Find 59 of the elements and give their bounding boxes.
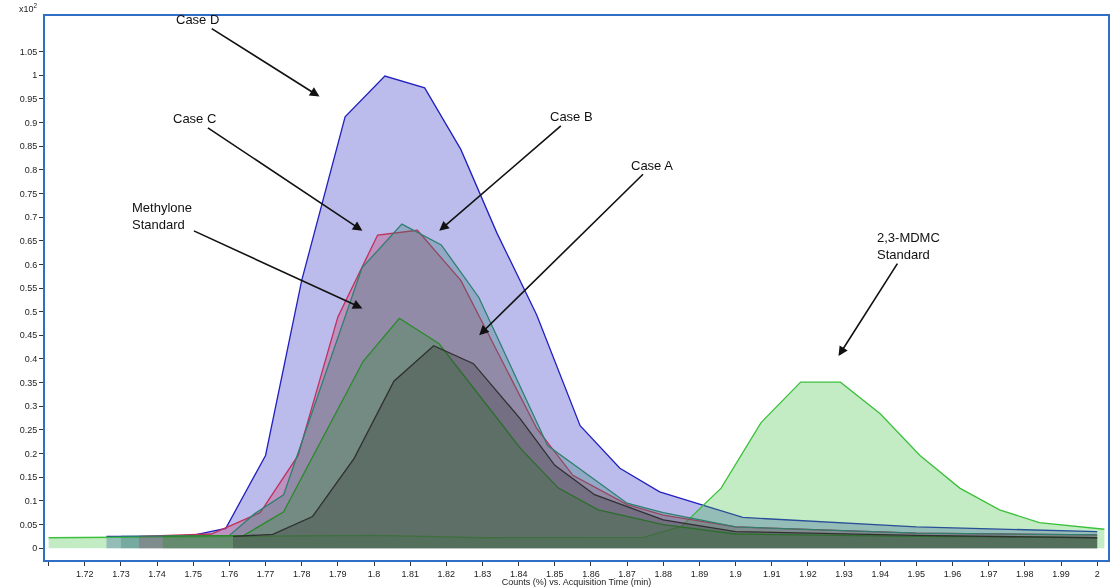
annotation: Case B <box>550 109 593 124</box>
y-tick-label: 0.15 <box>19 472 38 483</box>
x-tick-label: 1.82 <box>437 568 456 579</box>
annotation: Case A <box>631 158 674 173</box>
y-tick-label: 0.05 <box>19 519 38 530</box>
y-tick-label: 0.35 <box>19 377 38 388</box>
x-tick-label: 1.73 <box>112 568 130 579</box>
y-tick-label: 1.05 <box>19 46 38 57</box>
x-tick-label: 1.95 <box>907 568 926 579</box>
x-tick-label: 1.96 <box>943 568 962 579</box>
y-tick-label: 0.95 <box>19 93 38 104</box>
y-tick-label: 0.85 <box>19 141 38 152</box>
y-axis-title: x10$^{2}$ <box>19 2 38 14</box>
x-tick-label: 1.9 <box>729 568 742 579</box>
x-tick-label: 2 <box>1094 568 1100 579</box>
y-tick-label: 0.8 <box>24 164 38 175</box>
annotation: Case C <box>173 111 217 126</box>
x-tick-label: 1.85 <box>546 568 564 579</box>
annotation: Methylone Standard <box>132 200 192 232</box>
y-tick-label: 0.6 <box>24 259 38 270</box>
x-tick-label: 1.76 <box>220 568 239 579</box>
x-tick-label: 1.72 <box>76 568 94 579</box>
y-tick-label: 0.75 <box>19 188 38 199</box>
x-tick-label: 1.83 <box>473 568 492 579</box>
x-tick-label: 1.91 <box>762 568 781 579</box>
x-tick-label: 1.86 <box>582 568 600 579</box>
y-tick-label: 0.25 <box>19 425 38 436</box>
x-tick-label: 1.75 <box>184 568 203 579</box>
y-tick-label: 0.5 <box>24 306 38 317</box>
x-tick-label: 1.93 <box>835 568 853 579</box>
x-tick-label: 1.84 <box>509 568 528 579</box>
x-tick-label: 1.98 <box>1016 568 1034 579</box>
annotation: 2,3-MDMC Standard <box>877 230 940 262</box>
y-tick-label: 0.7 <box>24 212 38 223</box>
annotation: Case D <box>176 12 220 27</box>
x-tick-label: 1.79 <box>329 568 347 579</box>
y-tick-label: 0 <box>32 543 38 554</box>
x-tick-label: 1.78 <box>292 568 311 579</box>
y-tick-label: 0.9 <box>24 117 38 128</box>
y-tick-label: 1 <box>32 70 38 81</box>
y-tick-label: 0.45 <box>19 330 38 341</box>
x-tick-label: 1.77 <box>256 568 275 579</box>
x-tick-label: 1.87 <box>618 568 636 579</box>
x-tick-label: 1.8 <box>367 568 381 579</box>
x-axis-title: Counts (%) vs. Acquisition Time (min) <box>501 577 652 587</box>
x-tick-label: 1.99 <box>1052 568 1070 579</box>
x-tick-label: 1.81 <box>401 568 419 579</box>
y-tick-label: 0.65 <box>19 235 38 246</box>
y-tick-label: 0.2 <box>24 448 38 459</box>
x-tick-label: 1.89 <box>690 568 709 579</box>
y-tick-label: 0.55 <box>19 283 38 294</box>
x-tick-label: 1.92 <box>799 568 817 579</box>
x-tick-label: 1.88 <box>654 568 673 579</box>
y-tick-label: 0.3 <box>24 401 38 412</box>
y-tick-label: 0.1 <box>24 496 38 507</box>
x-tick-label: 1.94 <box>871 568 889 579</box>
x-tick-label: 1.74 <box>148 568 166 579</box>
y-tick-label: 0.4 <box>24 354 38 365</box>
x-tick-label: 1.97 <box>979 568 998 579</box>
